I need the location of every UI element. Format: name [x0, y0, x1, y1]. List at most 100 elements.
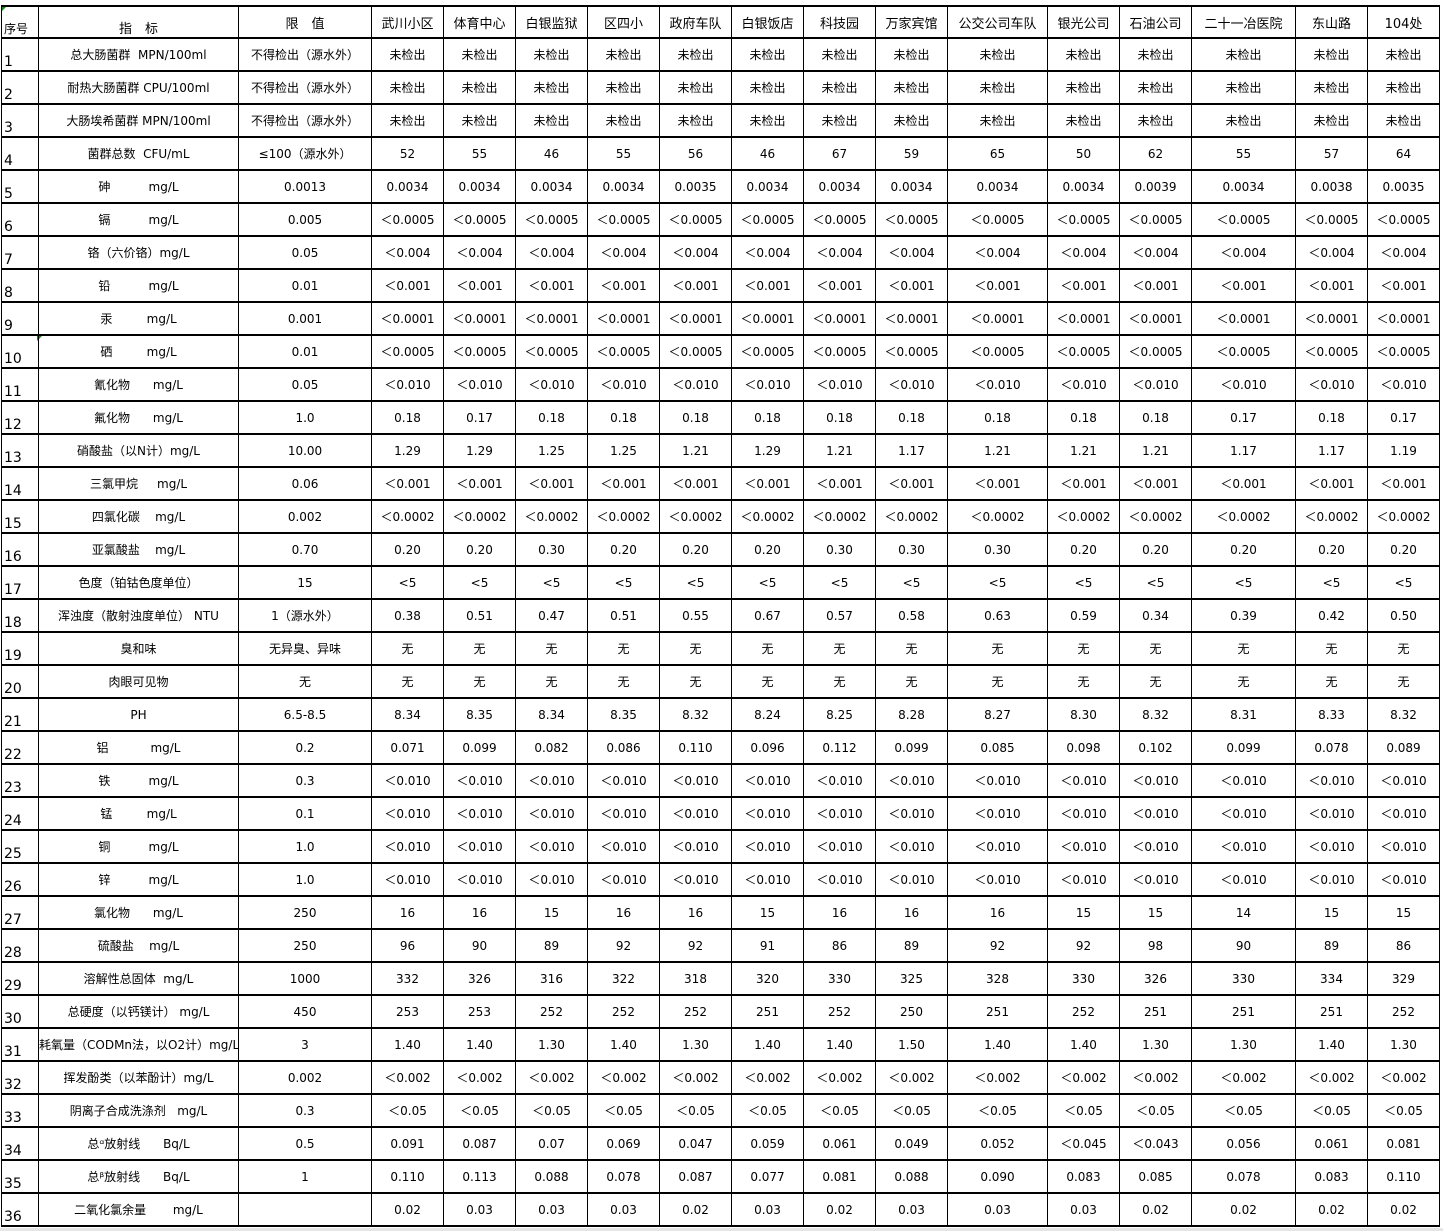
value-cell[interactable]: ＜0.0005 [443, 202, 516, 237]
value-cell[interactable]: 326 [443, 961, 516, 996]
value-cell[interactable]: ＜0.010 [443, 367, 516, 402]
value-cell[interactable]: ＜0.002 [659, 1060, 732, 1095]
value-cell[interactable]: ＜0.0002 [1191, 499, 1296, 534]
limit-cell[interactable]: 0.01 [238, 334, 372, 369]
value-cell[interactable]: ＜0.043 [1119, 1126, 1192, 1161]
value-cell[interactable]: 8.32 [1367, 697, 1440, 732]
value-cell[interactable]: ＜0.001 [1119, 466, 1192, 501]
value-cell[interactable]: 0.0038 [1295, 169, 1368, 204]
value-cell[interactable]: 0.083 [1295, 1159, 1368, 1194]
value-cell[interactable]: 未检出 [371, 103, 444, 138]
value-cell[interactable]: 未检出 [1367, 70, 1440, 105]
value-cell[interactable]: 8.35 [587, 697, 660, 732]
value-cell[interactable]: 0.085 [947, 730, 1048, 765]
value-cell[interactable]: ＜0.001 [371, 268, 444, 303]
value-cell[interactable]: ＜0.010 [947, 796, 1048, 831]
value-cell[interactable]: 1.25 [587, 433, 660, 468]
value-cell[interactable]: ＜0.0002 [803, 499, 876, 534]
value-cell[interactable]: 0.078 [1191, 1159, 1296, 1194]
value-cell[interactable]: 0.099 [875, 730, 948, 765]
value-cell[interactable]: 无 [947, 631, 1048, 666]
value-cell[interactable]: ＜0.0005 [803, 334, 876, 369]
value-cell[interactable]: 未检出 [515, 37, 588, 72]
value-cell[interactable]: 未检出 [947, 37, 1048, 72]
value-cell[interactable]: 无 [515, 664, 588, 699]
header-site[interactable]: 区四小 [587, 5, 660, 39]
value-cell[interactable]: ＜0.05 [947, 1093, 1048, 1128]
value-cell[interactable]: ＜0.010 [875, 796, 948, 831]
value-cell[interactable]: ＜0.010 [659, 796, 732, 831]
value-cell[interactable]: ＜0.010 [947, 862, 1048, 897]
value-cell[interactable]: ＜0.0005 [515, 334, 588, 369]
row-number[interactable]: 11 [1, 367, 39, 402]
indicator-cell[interactable]: PH [38, 697, 239, 732]
value-cell[interactable]: ＜0.001 [875, 268, 948, 303]
value-cell[interactable]: 1.30 [1191, 1027, 1296, 1062]
value-cell[interactable]: ＜0.010 [1119, 763, 1192, 798]
value-cell[interactable]: ＜0.010 [515, 796, 588, 831]
value-cell[interactable]: ＜0.05 [587, 1093, 660, 1128]
value-cell[interactable]: 未检出 [731, 37, 804, 72]
header-site[interactable]: 体育中心 [443, 5, 516, 39]
value-cell[interactable]: ＜0.0001 [1047, 301, 1120, 336]
value-cell[interactable]: 未检出 [875, 37, 948, 72]
value-cell[interactable]: 0.50 [1367, 598, 1440, 633]
value-cell[interactable]: 无 [1047, 631, 1120, 666]
value-cell[interactable]: ＜0.0005 [587, 202, 660, 237]
indicator-cell[interactable]: 硒 mg/L [38, 334, 239, 369]
value-cell[interactable]: 0.20 [659, 532, 732, 567]
value-cell[interactable]: 无 [659, 664, 732, 699]
value-cell[interactable]: 无 [587, 631, 660, 666]
row-number[interactable]: 19 [1, 631, 39, 666]
value-cell[interactable]: 55 [1191, 136, 1296, 171]
row-number[interactable]: 18 [1, 598, 39, 633]
limit-cell[interactable]: 0.0013 [238, 169, 372, 204]
row-number[interactable]: 22 [1, 730, 39, 765]
value-cell[interactable]: ＜0.004 [1295, 235, 1368, 270]
value-cell[interactable]: 89 [1295, 928, 1368, 963]
value-cell[interactable]: 0.087 [659, 1159, 732, 1194]
value-cell[interactable]: 62 [1119, 136, 1192, 171]
value-cell[interactable]: 8.27 [947, 697, 1048, 732]
value-cell[interactable]: ＜0.010 [443, 763, 516, 798]
value-cell[interactable]: ＜0.0005 [875, 202, 948, 237]
indicator-cell[interactable]: 氟化物 mg/L [38, 400, 239, 435]
value-cell[interactable]: ＜0.0001 [443, 301, 516, 336]
value-cell[interactable]: 251 [731, 994, 804, 1029]
value-cell[interactable]: 0.113 [443, 1159, 516, 1194]
value-cell[interactable]: ＜0.0001 [1367, 301, 1440, 336]
value-cell[interactable]: 1.17 [1295, 433, 1368, 468]
value-cell[interactable]: ＜0.0002 [947, 499, 1048, 534]
value-cell[interactable]: ＜0.002 [875, 1060, 948, 1095]
value-cell[interactable]: ＜0.001 [1119, 268, 1192, 303]
value-cell[interactable]: ＜0.0005 [1295, 202, 1368, 237]
value-cell[interactable]: 1.21 [947, 433, 1048, 468]
limit-cell[interactable]: 1 [238, 1159, 372, 1194]
value-cell[interactable]: 86 [803, 928, 876, 963]
value-cell[interactable]: 未检出 [515, 70, 588, 105]
limit-cell[interactable]: 0.002 [238, 1060, 372, 1095]
value-cell[interactable]: ＜0.010 [875, 763, 948, 798]
indicator-cell[interactable]: 耐热大肠菌群 CPU/100ml [38, 70, 239, 105]
value-cell[interactable]: ＜0.001 [731, 268, 804, 303]
value-cell[interactable]: 14 [1191, 895, 1296, 930]
value-cell[interactable]: 0.086 [587, 730, 660, 765]
value-cell[interactable]: ＜0.001 [659, 268, 732, 303]
value-cell[interactable]: 1.29 [731, 433, 804, 468]
row-number[interactable]: 29 [1, 961, 39, 996]
value-cell[interactable]: ＜0.001 [1047, 466, 1120, 501]
value-cell[interactable]: ＜0.010 [371, 367, 444, 402]
value-cell[interactable]: 0.39 [1191, 598, 1296, 633]
value-cell[interactable]: 328 [947, 961, 1048, 996]
value-cell[interactable]: 无 [371, 631, 444, 666]
value-cell[interactable]: 0.20 [1191, 532, 1296, 567]
value-cell[interactable]: ＜0.0005 [1191, 334, 1296, 369]
limit-cell[interactable]: 450 [238, 994, 372, 1029]
value-cell[interactable]: 0.083 [1047, 1159, 1120, 1194]
value-cell[interactable]: 316 [515, 961, 588, 996]
value-cell[interactable]: 无 [803, 664, 876, 699]
value-cell[interactable]: ＜0.0001 [587, 301, 660, 336]
header-site[interactable]: 公交公司车队 [947, 5, 1048, 39]
limit-cell[interactable]: 0.05 [238, 367, 372, 402]
value-cell[interactable]: 15 [731, 895, 804, 930]
